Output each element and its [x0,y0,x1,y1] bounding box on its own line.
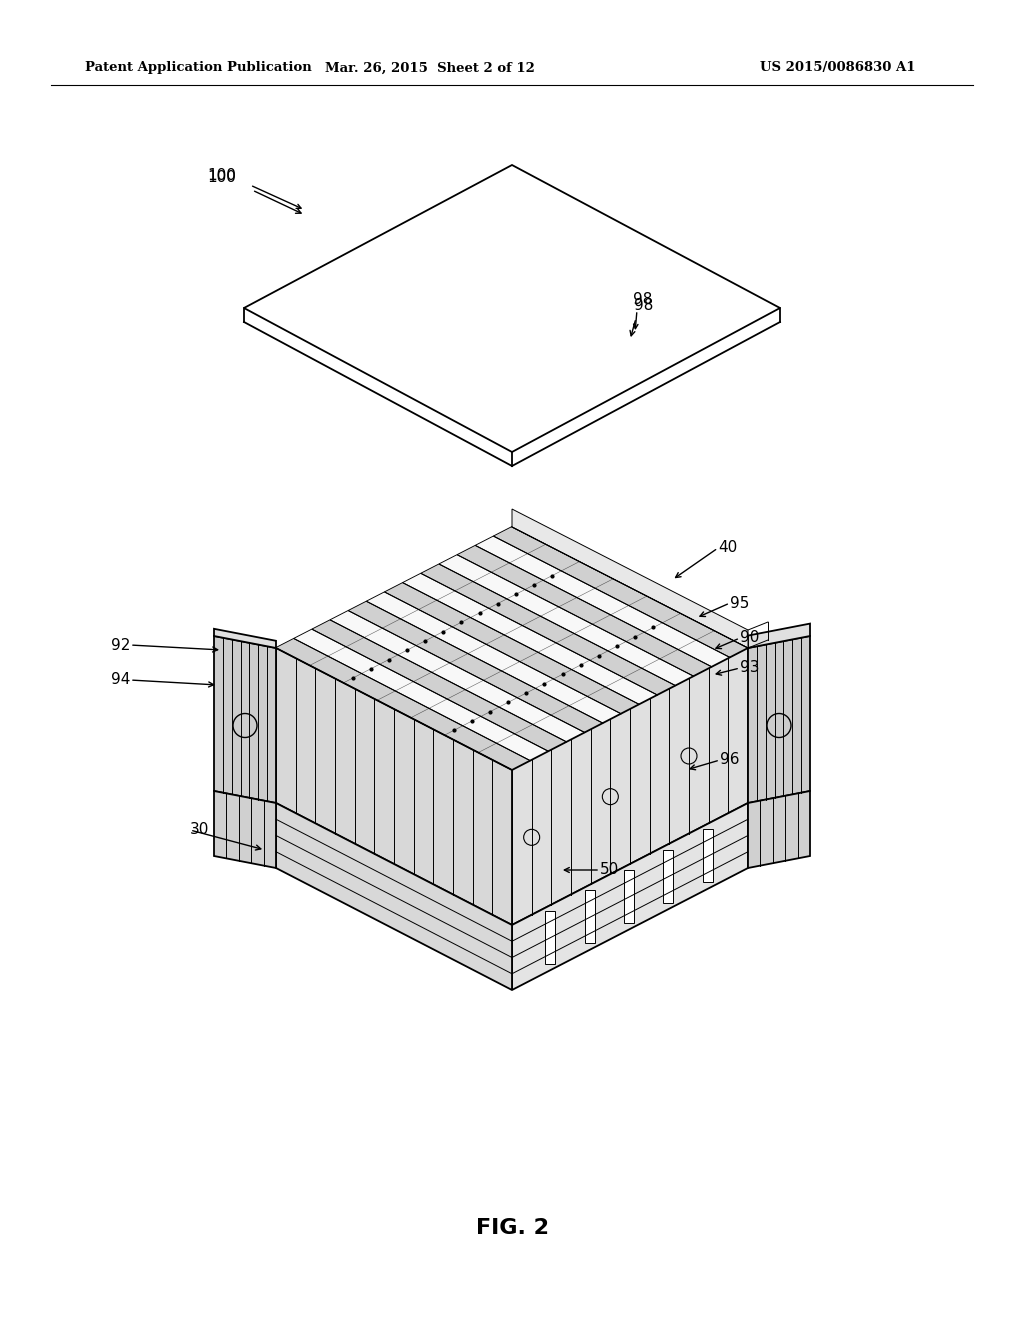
Polygon shape [512,510,748,648]
Polygon shape [439,554,693,685]
Text: 90: 90 [740,631,760,645]
Polygon shape [331,611,585,742]
Polygon shape [546,911,555,964]
Polygon shape [348,602,603,733]
Polygon shape [385,583,639,714]
Text: 100: 100 [207,168,236,182]
Polygon shape [294,630,548,760]
Polygon shape [476,536,730,667]
Polygon shape [512,803,748,990]
Polygon shape [512,648,748,925]
Polygon shape [214,791,276,869]
Polygon shape [276,648,512,925]
Polygon shape [585,890,595,944]
Polygon shape [214,636,276,803]
Text: 96: 96 [720,752,739,767]
Text: 100: 100 [207,170,236,186]
Polygon shape [367,593,621,723]
Polygon shape [276,803,512,990]
Polygon shape [748,623,810,648]
Polygon shape [312,620,566,751]
Text: 92: 92 [111,638,130,652]
Text: Patent Application Publication: Patent Application Publication [85,62,311,74]
Polygon shape [748,636,810,803]
Polygon shape [748,791,810,869]
Text: 40: 40 [718,540,737,556]
Text: 98: 98 [633,293,652,308]
Polygon shape [421,564,676,694]
Polygon shape [702,829,713,882]
Text: Mar. 26, 2015  Sheet 2 of 12: Mar. 26, 2015 Sheet 2 of 12 [325,62,535,74]
Polygon shape [458,545,712,676]
Text: 50: 50 [600,862,620,878]
Polygon shape [624,870,634,923]
Text: FIG. 2: FIG. 2 [475,1218,549,1238]
Polygon shape [664,850,674,903]
Text: 93: 93 [740,660,760,676]
Text: 98: 98 [634,297,653,313]
Polygon shape [494,527,748,657]
Polygon shape [276,527,748,770]
Polygon shape [403,573,657,705]
Polygon shape [214,628,276,648]
Text: 30: 30 [190,822,209,837]
Text: US 2015/0086830 A1: US 2015/0086830 A1 [760,62,915,74]
Text: 94: 94 [111,672,130,688]
Text: 95: 95 [730,595,750,610]
Polygon shape [276,639,530,770]
